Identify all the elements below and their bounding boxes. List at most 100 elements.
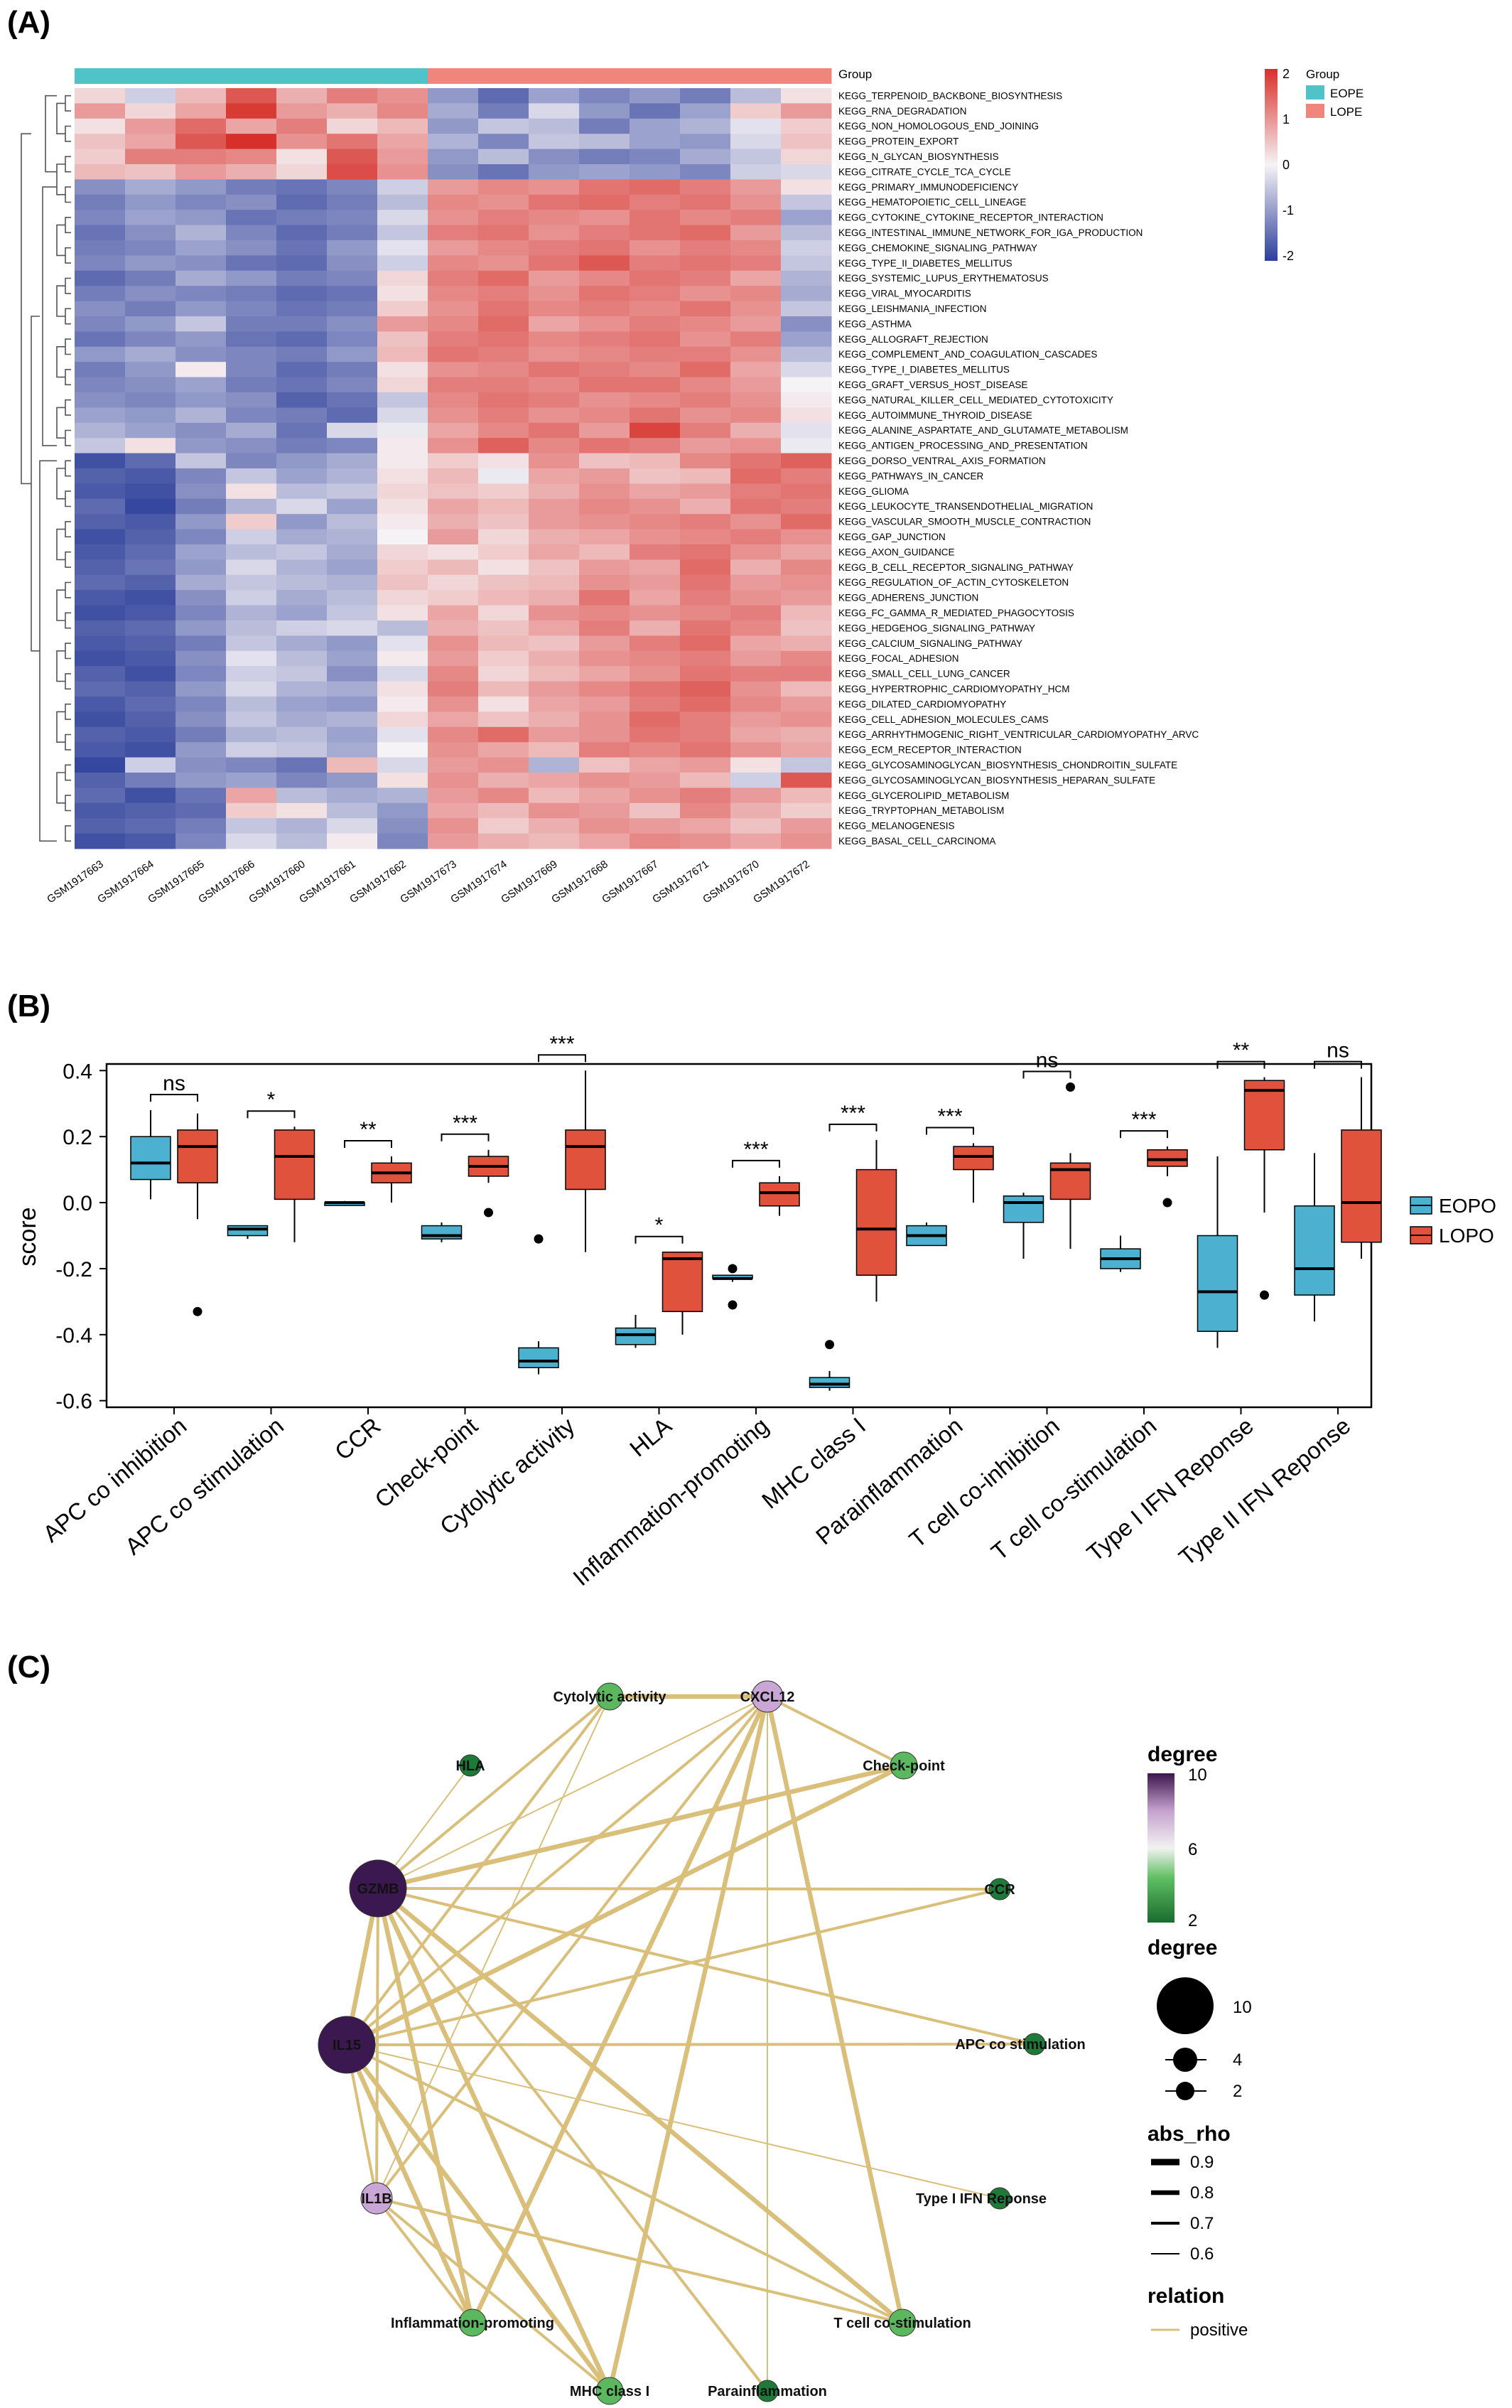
heatmap-cell <box>276 210 328 226</box>
heatmap-cell <box>579 833 630 849</box>
network-node: CCR <box>984 1878 1015 1901</box>
heatmap-cell <box>730 210 782 226</box>
heatmap-cell <box>75 179 126 195</box>
network-node: MHC class I <box>570 2377 649 2405</box>
heatmap-cell <box>630 757 681 773</box>
heatmap-cell <box>377 498 428 515</box>
heatmap-cell <box>276 149 328 165</box>
network-edge <box>375 1763 907 1891</box>
heatmap-cell <box>579 316 630 332</box>
heatmap-cell <box>529 757 580 773</box>
heatmap-cell <box>630 574 681 591</box>
heatmap-cell <box>377 210 428 226</box>
group-bar-cell <box>75 68 126 84</box>
network-edge <box>375 1886 612 2394</box>
heatmap-cell <box>630 666 681 682</box>
dendrogram-branch <box>65 490 71 507</box>
box-eopo <box>227 1225 269 1240</box>
dendrogram-branch <box>65 247 71 264</box>
degree-size-tick: 10 <box>1233 1998 1252 2017</box>
heatmap-cell <box>327 179 378 195</box>
heatmap-cell <box>176 650 227 667</box>
pathway-label: KEGG_GLYCEROLIPID_METABOLISM <box>838 790 1009 801</box>
network-node-label: T cell co-stimulation <box>833 2316 971 2331</box>
heatmap-cell <box>630 118 681 134</box>
heatmap-cell <box>478 164 529 180</box>
heatmap-cell <box>176 103 227 119</box>
heatmap-cell <box>529 788 580 804</box>
heatmap-cell <box>176 118 227 134</box>
group-bar-cell <box>630 68 681 84</box>
heatmap-cell <box>478 802 529 819</box>
heatmap-cell <box>781 666 832 682</box>
group-bar-cell <box>125 68 176 84</box>
significance-bracket: ns <box>1314 1039 1362 1069</box>
heatmap-cell <box>630 483 681 500</box>
heatmap-cell <box>428 788 479 804</box>
heatmap-cell <box>226 544 277 560</box>
heatmap-cell <box>579 194 630 210</box>
heatmap-cell <box>781 149 832 165</box>
box-lopo <box>953 1143 994 1203</box>
heatmap-cell <box>680 164 731 180</box>
network-legend: degree 10 6 2 degree 10 4 2 abs_rho 0.9 … <box>1148 1743 1252 2340</box>
significance-label: ** <box>360 1118 377 1141</box>
heatmap-cell <box>428 240 479 256</box>
heatmap-cell <box>478 331 529 348</box>
heatmap-cell <box>781 88 832 104</box>
heatmap-cell <box>276 559 328 576</box>
heatmap-cell <box>226 697 277 712</box>
group-legend-label-eope: EOPE <box>1330 87 1364 100</box>
heatmap-cell <box>377 483 428 500</box>
heatmap-cell <box>428 802 479 819</box>
pathway-label: KEGG_FOCAL_ADHESION <box>838 653 959 664</box>
heatmap-cell <box>680 773 731 788</box>
heatmap-cell <box>630 392 681 408</box>
heatmap-cell <box>529 590 580 606</box>
heatmap-cell <box>428 346 479 362</box>
heatmap-cell <box>529 529 580 545</box>
box-eopo <box>518 1234 559 1375</box>
network-edge <box>346 2044 1000 2199</box>
heatmap-cell <box>327 742 378 758</box>
network-node-circle <box>349 1859 407 1918</box>
heatmap-cell <box>579 301 630 317</box>
heatmap-cell <box>529 118 580 134</box>
heatmap-cell <box>579 407 630 424</box>
heatmap-cell <box>730 544 782 560</box>
heatmap-cell <box>75 194 126 210</box>
heatmap-cell <box>529 270 580 286</box>
heatmap-cell <box>377 802 428 819</box>
heatmap-cell <box>730 134 782 150</box>
heatmap-cell <box>730 514 782 530</box>
heatmap-cell <box>680 286 731 302</box>
heatmap-cell <box>630 179 681 195</box>
heatmap-cell <box>529 407 580 424</box>
heatmap-cell <box>529 149 580 165</box>
heatmap-cell <box>125 377 176 393</box>
heatmap-cell <box>377 346 428 362</box>
degree-color-tick: 2 <box>1188 1911 1197 1930</box>
heatmap-cell <box>630 331 681 348</box>
heatmap-cell <box>579 697 630 712</box>
heatmap-cell <box>680 788 731 804</box>
heatmap-cell <box>529 620 580 636</box>
heatmap-cell <box>226 422 277 439</box>
heatmap-cell <box>781 286 832 302</box>
heatmap-cell <box>579 726 630 743</box>
heatmap-cell <box>630 225 681 241</box>
heatmap-cell <box>226 788 277 804</box>
heatmap-cell <box>276 742 328 758</box>
heatmap-cell <box>75 483 126 500</box>
network-node: Parainflammation <box>708 2380 827 2402</box>
network-node: Inflammation-promoting <box>391 2308 554 2337</box>
heatmap-scale-tick: -1 <box>1282 203 1294 217</box>
heatmap-cell <box>75 103 126 119</box>
heatmap-cell <box>327 574 378 591</box>
relation-label-positive: positive <box>1190 2321 1248 2340</box>
heatmap-cell <box>529 255 580 272</box>
network-edge <box>377 1695 611 1890</box>
heatmap-cell <box>226 818 277 834</box>
heatmap-cell <box>428 559 479 576</box>
heatmap-cell <box>428 331 479 348</box>
